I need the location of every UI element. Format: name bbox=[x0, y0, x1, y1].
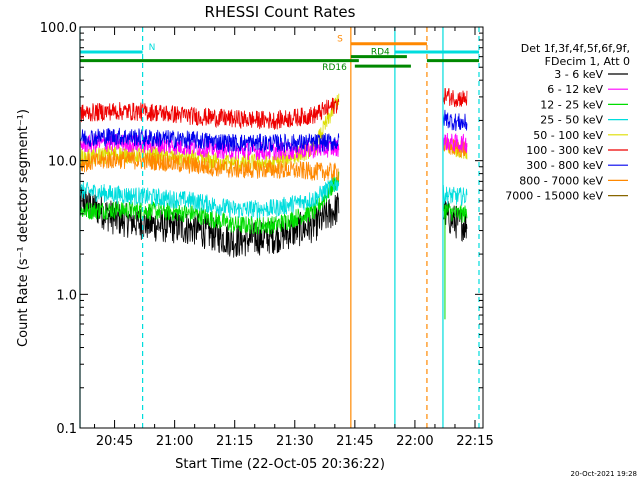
series-25-50-kev bbox=[80, 177, 468, 219]
legend-entry-label: 800 - 7000 keV bbox=[519, 174, 603, 187]
legend-entry: 800 - 7000 keV bbox=[519, 174, 628, 187]
y-tick-label: 10.0 bbox=[48, 155, 77, 170]
series-trace-post bbox=[442, 85, 468, 108]
chart-title: RHESSI Count Rates bbox=[205, 3, 356, 21]
legend-header: Det 1f,3f,4f,5f,6f,9f, bbox=[521, 42, 630, 55]
series-100-300-kev bbox=[80, 85, 468, 130]
y-tick-label: 100.0 bbox=[40, 21, 77, 36]
bar-label: N bbox=[149, 43, 156, 53]
x-tick-label: 20:45 bbox=[96, 434, 133, 449]
x-tick-label: 21:30 bbox=[276, 434, 313, 449]
legend-entry-label: 300 - 800 keV bbox=[526, 159, 603, 172]
legend: Det 1f,3f,4f,5f,6f,9f,FDecim 1, Att 03 -… bbox=[505, 42, 630, 203]
x-axis-label: Start Time (22-Oct-05 20:36:22) bbox=[175, 457, 385, 472]
series-trace-pre bbox=[80, 177, 340, 219]
series-trace-post bbox=[442, 201, 468, 223]
bar-label: S bbox=[337, 35, 343, 45]
series-trace-post bbox=[442, 132, 468, 154]
y-axis-label: Count Rate (s⁻¹ detector segment⁻¹) bbox=[16, 109, 31, 347]
plot-frame bbox=[79, 26, 484, 429]
series-trace-pre bbox=[80, 150, 340, 182]
footer-timestamp: 20-Oct-2021 19:28 bbox=[571, 470, 637, 478]
legend-entry: 50 - 100 keV bbox=[533, 129, 628, 142]
x-tick-label: 21:15 bbox=[216, 434, 253, 449]
y-tick-label: 1.0 bbox=[56, 288, 77, 303]
legend-entry-label: 50 - 100 keV bbox=[533, 129, 603, 142]
series-300-800-kev bbox=[80, 109, 468, 154]
legend-entry-label: 7000 - 15000 keV bbox=[505, 190, 603, 203]
legend-entry: 12 - 25 keV bbox=[540, 98, 628, 111]
bar-label: RD4 bbox=[371, 48, 390, 58]
series-trace-pre bbox=[80, 93, 340, 173]
legend-entry: 3 - 6 keV bbox=[554, 68, 628, 81]
series-trace-pre bbox=[80, 182, 340, 258]
legend-entry-label: 3 - 6 keV bbox=[554, 68, 603, 81]
legend-entry: 6 - 12 keV bbox=[547, 83, 628, 96]
x-tick-label: 22:00 bbox=[396, 434, 433, 449]
legend-header: FDecim 1, Att 0 bbox=[545, 55, 630, 68]
legend-entry-label: 12 - 25 keV bbox=[540, 98, 603, 111]
x-tick-label: 22:15 bbox=[456, 434, 493, 449]
series-trace-pre bbox=[80, 169, 340, 235]
bar-label: RD16 bbox=[322, 63, 347, 73]
legend-entry: 300 - 800 keV bbox=[526, 159, 628, 172]
axis-layer: 20:45 21:00 21:15 21:30 21:45 22:00 22:15 0.1 1.… bbox=[40, 21, 494, 449]
annotation-layer: N S RD4 RD16 bbox=[79, 27, 480, 428]
legend-entry: 100 - 300 keV bbox=[526, 144, 628, 157]
legend-entry: 7000 - 15000 keV bbox=[505, 190, 628, 203]
series-layer bbox=[80, 85, 468, 320]
legend-entry-label: 25 - 50 keV bbox=[540, 114, 603, 127]
legend-entry-label: 100 - 300 keV bbox=[526, 144, 603, 157]
series-trace-post bbox=[442, 185, 468, 206]
series-3-6-kev bbox=[80, 182, 468, 258]
legend-entry: 25 - 50 keV bbox=[540, 114, 628, 127]
x-tick-label: 21:45 bbox=[336, 434, 373, 449]
series-trace-pre bbox=[80, 127, 340, 154]
legend-entry-label: 6 - 12 keV bbox=[547, 83, 603, 96]
x-tick-label: 21:00 bbox=[156, 434, 193, 449]
series-trace-pre bbox=[80, 97, 340, 130]
y-tick-label: 0.1 bbox=[56, 422, 77, 437]
series-trace-post bbox=[442, 109, 468, 132]
series-12-25-kev bbox=[80, 169, 468, 235]
